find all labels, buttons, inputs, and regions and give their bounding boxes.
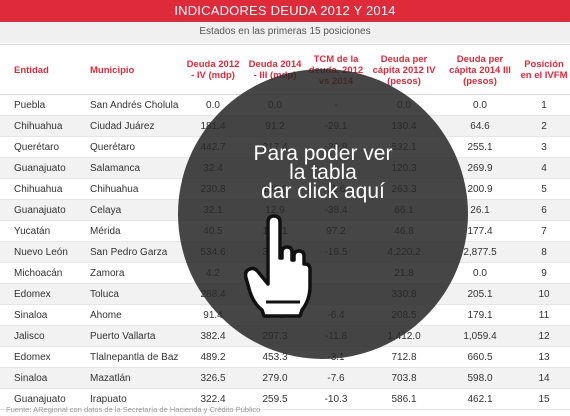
click-overlay[interactable] — [178, 69, 468, 359]
source-note: Fuente: ARegional con datos de la Secret… — [6, 405, 261, 414]
table-cell: San Pedro Garza — [84, 241, 182, 263]
table-cell: 0.0 — [442, 262, 518, 284]
table-cell: 462.1 — [442, 388, 518, 410]
table-row: Guanajuato Irapuato 322.4 259.5 -10.3 586.1 46… — [0, 388, 570, 410]
table-cell: 1,059.4 — [442, 325, 518, 347]
table-cell: 703.8 — [366, 367, 442, 389]
table-cell: 14 — [518, 367, 570, 389]
table-cell: 11 — [518, 304, 570, 326]
column-header: Deuda per cápita 2012 IV (pesos) — [372, 53, 436, 87]
table-cell: 64.6 — [442, 115, 518, 137]
table-cell: 3 — [518, 136, 570, 158]
table-cell: 7 — [518, 220, 570, 242]
column-header: Deuda 2012 - IV (mdp) — [186, 59, 240, 81]
header-title: INDICADORES DEUDA 2012 Y 2014 — [0, 0, 570, 22]
table-cell: 586.1 — [366, 388, 442, 410]
table-cell: 179.1 — [442, 304, 518, 326]
table-cell: Sinaloa — [0, 304, 84, 326]
table-cell: 326.5 — [182, 367, 244, 389]
overlay-line[interactable]: Para poder ver — [253, 142, 393, 165]
table-cell: Ciudad Juárez — [84, 115, 182, 137]
table-cell: Puebla — [0, 94, 84, 116]
table-cell: Guanajuato — [0, 388, 84, 410]
column-header: Posición en el IVFM — [520, 59, 568, 81]
table-cell: Chihuahua — [84, 178, 182, 200]
overlay-line[interactable]: dar click aquí — [261, 180, 385, 203]
header-subtitle: Estados en las primeras 15 posiciones — [0, 23, 570, 43]
table-cell: Puerto Vallarta — [84, 325, 182, 347]
table-cell: Edomex — [0, 346, 84, 368]
table-cell: 489.2 — [182, 346, 244, 368]
table-cell: 382.4 — [182, 325, 244, 347]
table-cell: 269.9 — [442, 157, 518, 179]
column-header: Entidad — [14, 64, 49, 76]
table-cell: Sinaloa — [0, 367, 84, 389]
table-cell: Irapuato — [84, 388, 182, 410]
table-cell: 598.0 — [442, 367, 518, 389]
column-header: Deuda 2014 - III (mdp) — [248, 59, 302, 81]
table-cell: Mérida — [84, 220, 182, 242]
table-cell: Toluca — [84, 283, 182, 305]
table-cell: 660.5 — [442, 346, 518, 368]
table-cell: Yucatán — [0, 220, 84, 242]
table-cell: 4 — [518, 157, 570, 179]
overlay-line[interactable]: la tabla — [289, 161, 357, 184]
table-cell: Chihuahua — [0, 115, 84, 137]
table-cell: Salamanca — [84, 157, 182, 179]
table-cell: 5 — [518, 178, 570, 200]
overlay-message[interactable]: Para poder ver la tabla dar click aquí — [178, 142, 468, 203]
table-cell: 322.4 — [182, 388, 244, 410]
table-cell: Ahome — [84, 304, 182, 326]
table-cell: -7.6 — [306, 367, 366, 389]
table-cell: 10 — [518, 283, 570, 305]
table-cell: Chihuahua — [0, 178, 84, 200]
table-cell: Edomex — [0, 283, 84, 305]
column-header: Municipio — [90, 64, 135, 76]
table-cell: 9 — [518, 262, 570, 284]
table-cell: 6 — [518, 199, 570, 221]
table-cell: Zamora — [84, 262, 182, 284]
table-cell: Querétaro — [0, 136, 84, 158]
table-cell: 712.8 — [366, 346, 442, 368]
table-cell: 15 — [518, 388, 570, 410]
table-cell: Celaya — [84, 199, 182, 221]
table-cell: 1 — [518, 94, 570, 116]
divider — [0, 44, 570, 45]
pointing-hand-icon[interactable] — [244, 214, 312, 318]
table-cell: Querétaro — [84, 136, 182, 158]
table-cell: 12 — [518, 325, 570, 347]
table-cell: Mazatlán — [84, 367, 182, 389]
table-cell: -10.3 — [306, 388, 366, 410]
table-cell: 205.1 — [442, 283, 518, 305]
table-cell: Guanajuato — [0, 199, 84, 221]
table-cell: Jalisco — [0, 325, 84, 347]
table-cell: 2 — [518, 115, 570, 137]
table-cell: Nuevo León — [0, 241, 84, 263]
table-cell: 13 — [518, 346, 570, 368]
table-cell: Michoacán — [0, 262, 84, 284]
table-cell: 279.0 — [244, 367, 306, 389]
table-cell: Tlalnepantla de Baz — [84, 346, 182, 368]
table-row: Sinaloa Mazatlán 326.5 279.0 -7.6 703.8 598.0 1… — [0, 367, 570, 389]
table-cell: San Andrés Cholula — [84, 94, 182, 116]
table-cell: 8 — [518, 241, 570, 263]
table-cell: 255.1 — [442, 136, 518, 158]
table-cell: 259.5 — [244, 388, 306, 410]
table-cell: 0.0 — [442, 94, 518, 116]
table-cell: Guanajuato — [0, 157, 84, 179]
column-header: Deuda per cápita 2014 III (pesos) — [449, 53, 511, 87]
